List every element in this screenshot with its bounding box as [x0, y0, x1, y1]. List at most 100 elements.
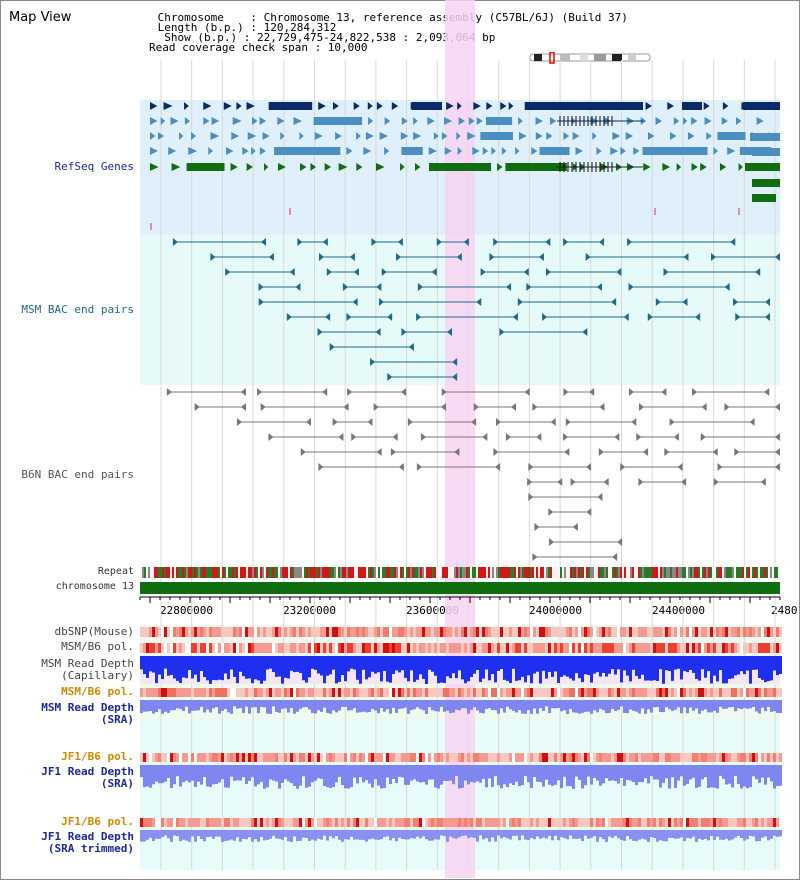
polymorphism-bin [599, 753, 602, 762]
msm-bac-pair [378, 298, 384, 306]
polymorphism-bin [566, 627, 569, 637]
polymorphism-bin [263, 643, 266, 653]
polymorphism-bin [215, 818, 218, 827]
depth-bin [422, 656, 425, 679]
b6n-bac-pair [775, 463, 780, 471]
repeat-element [210, 567, 212, 578]
depth-bin [707, 656, 710, 672]
msm-pol-sra-label[interactable]: MSM/B6 pol. [61, 685, 134, 698]
depth-bin [503, 700, 506, 713]
repeat-element [514, 567, 516, 578]
depth-bin [224, 656, 227, 674]
depth-bin [596, 830, 599, 842]
jf1-pol-label[interactable]: JF1/B6 pol. [61, 750, 134, 763]
depth-bin [251, 656, 254, 684]
depth-bin [251, 765, 254, 778]
depth-bin [215, 700, 218, 708]
polymorphism-bin [149, 753, 152, 762]
jf1-pol-trimmed-label[interactable]: JF1/B6 pol. [61, 815, 134, 828]
polymorphism-bin [647, 688, 650, 697]
repeat-element [160, 567, 162, 578]
b6n-bac-pair [240, 403, 246, 411]
polymorphism-bin [647, 753, 650, 762]
polymorphism-bin [230, 688, 233, 697]
polymorphism-bin [476, 643, 479, 653]
depth-bin [680, 765, 683, 777]
b6n-bac-end-pairs-label[interactable]: B6N BAC end pairs [21, 468, 134, 481]
repeat-element [466, 567, 468, 578]
msm-pol-label[interactable]: MSM/B6 pol. [61, 640, 134, 653]
polymorphism-bin [431, 688, 434, 697]
repeat-element [686, 567, 688, 578]
polymorphism-bin [581, 753, 584, 762]
msm-read-depth-sra-label[interactable]: MSM Read Depth (SRA) [41, 701, 134, 726]
depth-bin [710, 830, 713, 837]
polymorphism-bin [566, 643, 569, 653]
polymorphism-bin [743, 818, 746, 827]
chromosome-ideogram[interactable] [528, 52, 652, 64]
b6n-bac-pair [351, 433, 357, 441]
msm-bac-pair [616, 268, 622, 276]
depth-bin [374, 830, 377, 840]
depth-bin [275, 765, 278, 782]
polymorphism-bin [188, 688, 191, 697]
polymorphism-bin [455, 688, 458, 697]
polymorphism-bin [497, 627, 500, 637]
depth-bin [764, 765, 767, 785]
depth-bin [659, 830, 662, 841]
polymorphism-bin [743, 643, 746, 653]
depth-bin [689, 656, 692, 670]
repeat-element [182, 567, 184, 578]
gene-feature [612, 132, 621, 140]
depth-bin [632, 765, 635, 783]
polymorphism-bin [251, 753, 254, 762]
repeat-element [370, 567, 372, 578]
polymorphism-bin [527, 688, 530, 697]
polymorphism-bin [386, 627, 389, 637]
depth-bin [665, 765, 668, 779]
msm-bac-pair [387, 313, 393, 321]
depth-bin [593, 656, 596, 674]
polymorphism-bin [341, 818, 344, 827]
gene-feature [486, 102, 493, 110]
polymorphism-bin [317, 688, 320, 697]
msm-read-depth-capillary-label[interactable]: MSM Read Depth (Capillary) [41, 657, 134, 682]
depth-bin [344, 765, 347, 789]
msm-bac-pair [526, 283, 532, 291]
polymorphism-bin [374, 643, 377, 653]
depth-bin [617, 656, 620, 670]
length-info: Length (b.p.) : 120,284,312 [151, 21, 337, 34]
repeat-element [498, 567, 500, 578]
depth-bin [458, 830, 461, 838]
depth-bin [692, 700, 695, 711]
polymorphism-bin [260, 753, 263, 762]
dbsnp-label[interactable]: dbSNP(Mouse) [54, 625, 134, 638]
b6n-bac-pair [603, 478, 609, 486]
polymorphism-bin [209, 643, 212, 653]
msm-bac-end-pairs-label[interactable]: MSM BAC end pairs [21, 303, 134, 316]
depth-bin [176, 700, 179, 709]
depth-bin [227, 700, 230, 713]
polymorphism-bin [416, 643, 419, 653]
polymorphism-bin [287, 688, 290, 697]
jf1-read-depth-sra-label[interactable]: JF1 Read Depth (SRA) [41, 765, 134, 790]
repeat-element [338, 567, 340, 578]
jf1-read-depth-trimmed-label[interactable]: JF1 Read Depth (SRA trimmed) [41, 830, 134, 855]
depth-bin [680, 656, 683, 680]
gene-feature [356, 163, 363, 171]
polymorphism-bin [755, 818, 758, 827]
depth-bin [335, 765, 338, 783]
depth-bin [308, 765, 311, 787]
polymorphism-bin [446, 818, 449, 827]
refseq-genes-label[interactable]: RefSeq Genes [54, 160, 134, 173]
depth-bin [542, 765, 545, 787]
depth-bin [725, 700, 728, 709]
depth-bin [668, 830, 671, 838]
polymorphism-bin [419, 753, 422, 762]
depth-bin [428, 830, 431, 841]
polymorphism-bin [449, 643, 452, 653]
polymorphism-bin [698, 818, 701, 827]
polymorphism-bin [344, 818, 347, 827]
msm-bac-pair [172, 238, 178, 246]
